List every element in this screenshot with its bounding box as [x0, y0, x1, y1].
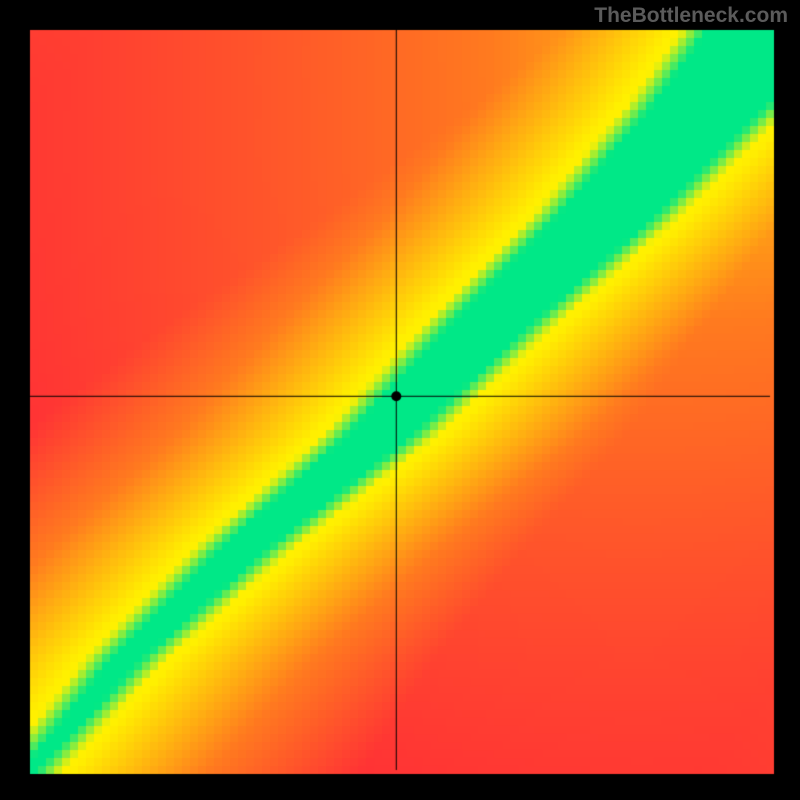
attribution-text: TheBottleneck.com: [594, 4, 788, 28]
bottleneck-heatmap: [0, 0, 800, 800]
chart-container: TheBottleneck.com: [0, 0, 800, 800]
